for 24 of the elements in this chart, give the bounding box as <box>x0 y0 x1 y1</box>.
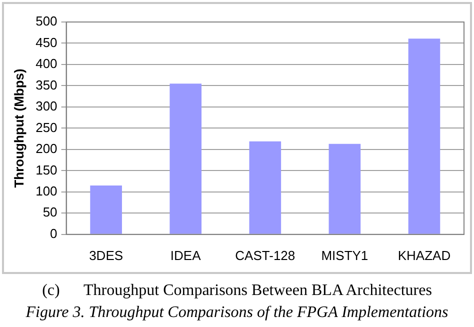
bar <box>170 84 202 234</box>
x-tick-label: 3DES <box>89 248 124 263</box>
y-tick-label: 150 <box>36 162 58 178</box>
y-tick-label: 300 <box>36 98 58 114</box>
y-tick-label: 500 <box>36 14 58 29</box>
x-tick-label: IDEA <box>170 248 202 263</box>
bar <box>90 186 122 234</box>
x-tick-label: MISTY1 <box>321 248 368 263</box>
x-tick-label: CAST-128 <box>235 248 296 263</box>
y-tick-label: 250 <box>36 120 58 135</box>
bar <box>249 141 282 234</box>
y-tick-label: 350 <box>36 77 58 92</box>
y-tick-label: 400 <box>36 56 58 72</box>
caption: Figure 3. Throughput Comparisons of the FPGA Implementations <box>24 304 450 322</box>
x-tick-label: KHAZAD <box>398 248 451 263</box>
bar <box>408 38 440 234</box>
y-tick-label: 200 <box>36 141 58 156</box>
text: (c) Throughput Comparisons Between BLA Architectures <box>41 282 433 300</box>
y-axis-title: Throughput (Mbps) <box>11 68 26 188</box>
y-tick-label: 0 <box>50 226 58 241</box>
y-tick-label: 100 <box>36 184 58 198</box>
bar <box>328 144 361 234</box>
y-tick-label: 50 <box>42 204 58 220</box>
y-tick-label: 450 <box>36 34 58 50</box>
